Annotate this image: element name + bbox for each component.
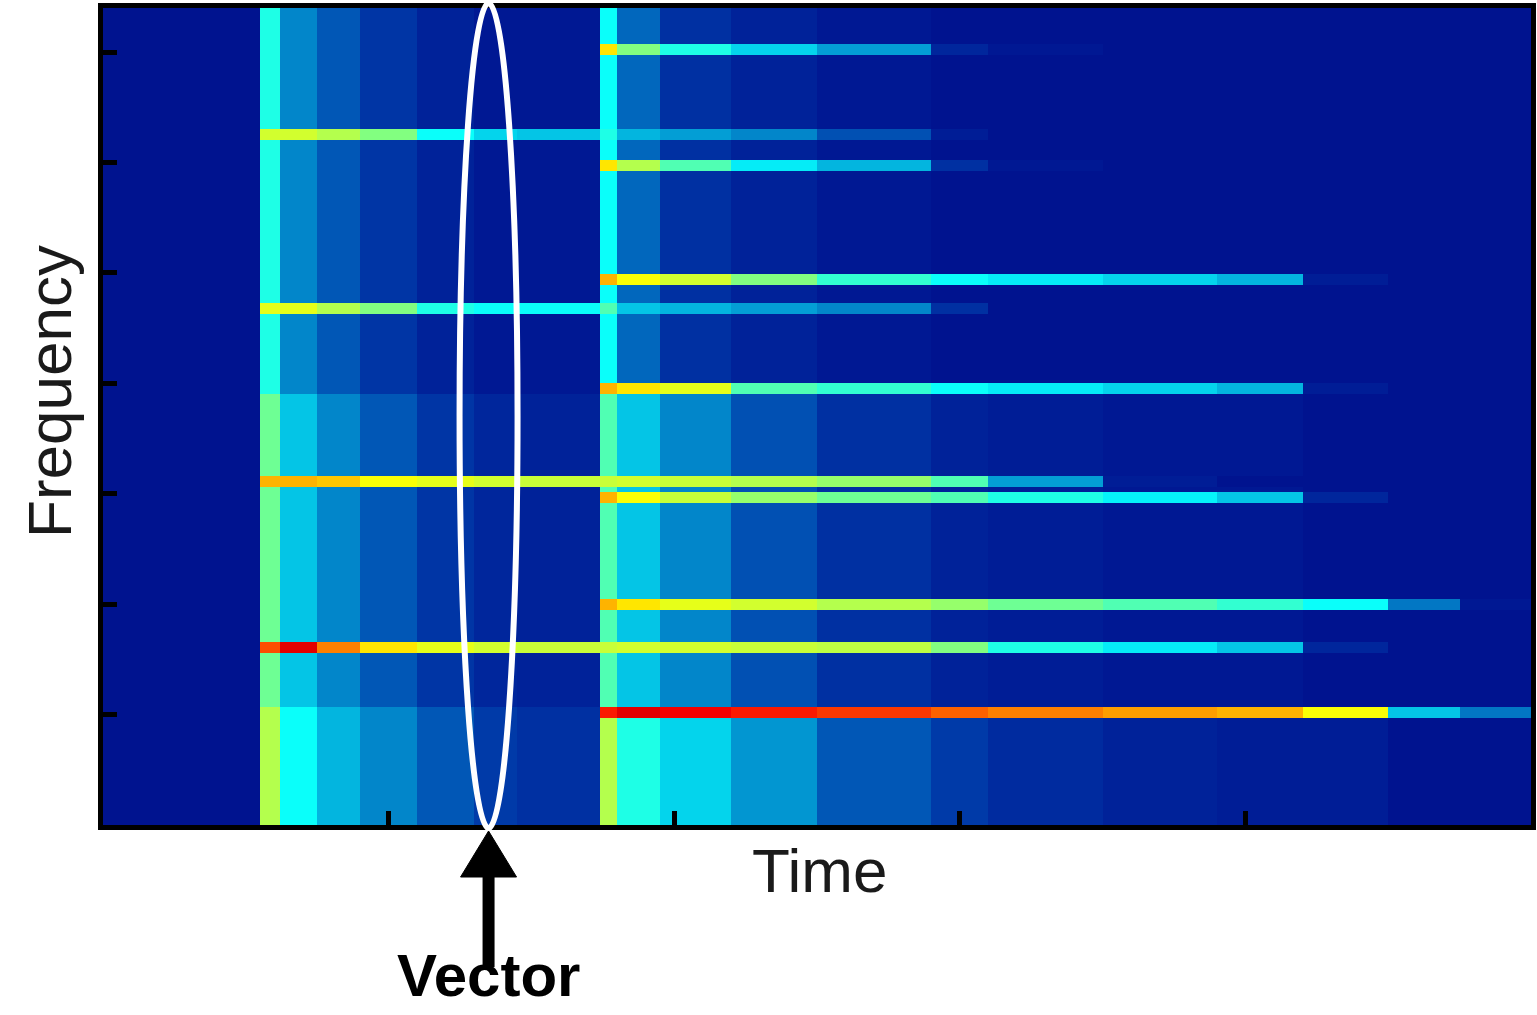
svg-text:Vector: Vector	[397, 942, 580, 1009]
svg-text:Frequency: Frequency	[15, 245, 84, 538]
svg-text:Time: Time	[752, 836, 887, 905]
